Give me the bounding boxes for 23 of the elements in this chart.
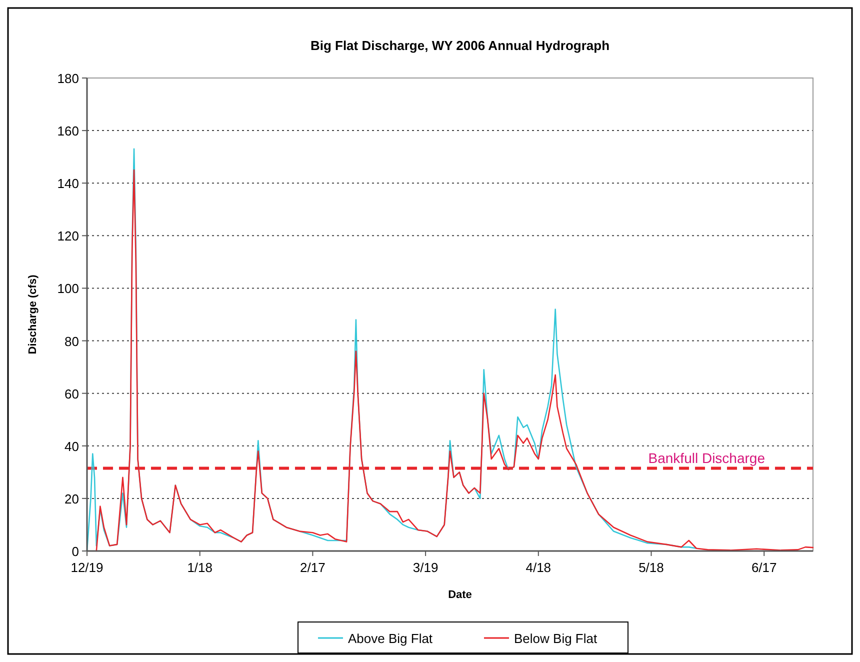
x-tick-label: 3/19 [412, 560, 438, 575]
y-tick-label: 120 [57, 228, 79, 244]
y-tick-label: 20 [64, 491, 79, 506]
x-tick-label: 2/17 [300, 560, 326, 575]
y-tick-label: 160 [57, 124, 79, 139]
x-tick-label: 12/19 [70, 560, 104, 575]
y-tick-label: 80 [64, 334, 79, 349]
y-tick-label: 60 [64, 386, 79, 402]
x-tick-label: 1/18 [187, 560, 213, 575]
x-axis-title: Date [448, 589, 472, 601]
y-tick-label: 180 [57, 71, 79, 86]
y-tick-label: 40 [64, 438, 79, 454]
y-tick-label: 140 [57, 176, 79, 192]
legend-label: Above Big Flat [348, 631, 433, 646]
legend-label: Below Big Flat [514, 631, 598, 646]
y-tick-label: 0 [72, 544, 79, 559]
y-tick-label: 100 [57, 281, 79, 296]
y-axis-title: Discharge (cfs) [27, 274, 39, 354]
ref-line-label: Bankfull Discharge [648, 450, 766, 466]
x-tick-label: 4/18 [526, 560, 552, 575]
chart-title: Big Flat Discharge, WY 2006 Annual Hydrograph [310, 38, 610, 53]
x-tick-label: 6/17 [751, 560, 777, 575]
x-tick-label: 5/18 [638, 560, 664, 575]
